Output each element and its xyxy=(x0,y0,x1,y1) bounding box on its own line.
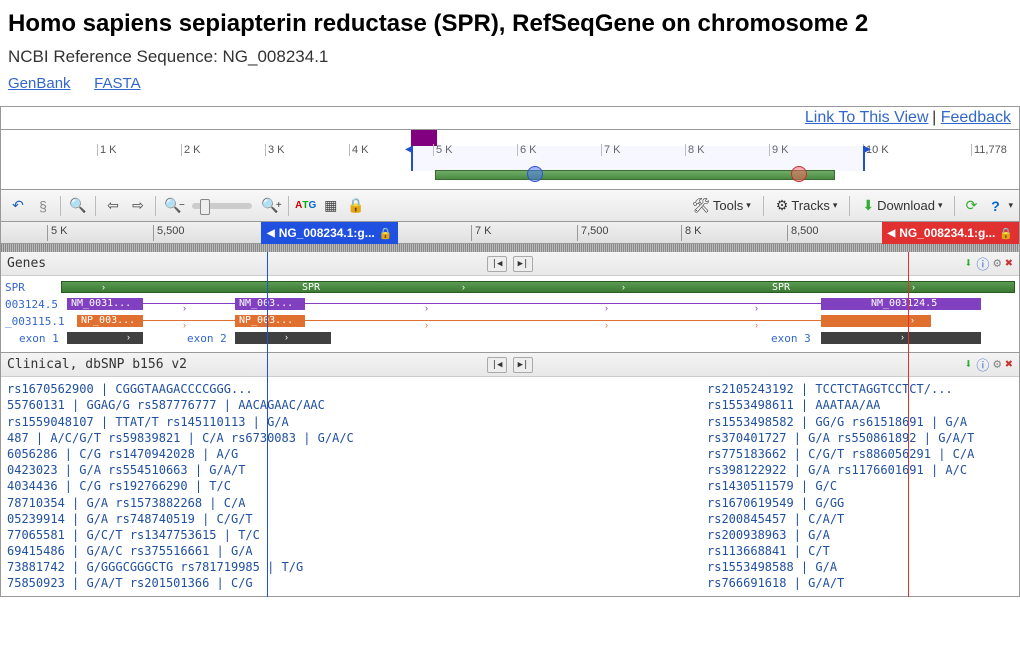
np-exon1[interactable]: NP_003... xyxy=(77,315,143,327)
page-title: Homo sapiens sepiapterin reductase (SPR)… xyxy=(8,8,1012,39)
snp-row[interactable]: rs1559048107 | TTAT/T rs145110113 | G/Ar… xyxy=(7,414,1013,430)
snp-row[interactable]: 4034436 | C/G rs192766290 | T/Crs1430511… xyxy=(7,478,1013,494)
genbank-link[interactable]: GenBank xyxy=(8,75,71,92)
exon1-label[interactable]: exon 1 xyxy=(19,332,59,345)
clinical-info-icon[interactable]: ⓘ xyxy=(976,355,989,374)
position-marker-blue[interactable]: ◀NG_008234.1:g...🔒 xyxy=(261,222,398,244)
nm-exon1[interactable]: NM_0031... xyxy=(67,298,143,310)
download-menu[interactable]: ⬇Download▾ xyxy=(855,194,949,217)
exon3-bar[interactable]: › xyxy=(821,332,981,344)
ruler-tick: 5 K xyxy=(47,225,68,241)
overview-tick: 4 K xyxy=(349,144,369,156)
nm-exon3[interactable]: NM_003124.5 xyxy=(821,298,981,310)
clinical-close-icon[interactable]: ✖ xyxy=(1005,357,1013,372)
density-bar xyxy=(0,244,1020,252)
snp-row[interactable]: 05239914 | G/A rs748740519 | C/G/T rs200… xyxy=(7,511,1013,527)
nm-exon2[interactable]: NM_003... xyxy=(235,298,305,310)
download-icon[interactable]: ⬇ xyxy=(965,256,973,271)
snp-row[interactable]: rs1670562900 | CGGGTAAGACCCCGGG...rs2105… xyxy=(7,381,1013,397)
np-exon3[interactable]: › xyxy=(821,315,931,327)
ruler-tick: 8 K xyxy=(681,225,702,241)
gear-icon[interactable]: ⚙ xyxy=(993,256,1001,271)
tracks-menu[interactable]: ⚙Tracks▾ xyxy=(769,194,845,217)
overview-panel[interactable]: 1 K2 K3 K4 K5 K6 K7 K8 K9 K10 K11,778 xyxy=(0,130,1020,190)
snp-row[interactable]: 55760131 | GGAG/G rs587776777 | AACAGAAC… xyxy=(7,397,1013,413)
ruler-tick: 7 K xyxy=(471,225,492,241)
help-button[interactable]: ? xyxy=(984,195,1006,217)
genes-prev-button[interactable]: |◀ xyxy=(487,256,507,272)
snp-row[interactable]: 78710354 | G/A rs1573882268 | C/Ars16706… xyxy=(7,495,1013,511)
clinical-track: Clinical, dbSNP b156 v2 |◀ ▶| ⬇ ⓘ ⚙ ✖ rs… xyxy=(0,353,1020,596)
spr-label[interactable]: SPR xyxy=(5,281,25,294)
refseq-subtitle: NCBI Reference Sequence: NG_008234.1 xyxy=(8,47,1012,67)
clinical-gear-icon[interactable]: ⚙ xyxy=(993,357,1001,372)
lock-icon[interactable]: 🔒 xyxy=(345,195,367,217)
info-icon[interactable]: ⓘ xyxy=(976,254,989,273)
tool-icon-1[interactable]: ▦ xyxy=(320,195,342,217)
pan-right-button[interactable]: ⇨ xyxy=(127,195,149,217)
ruler-tick: 5,500 xyxy=(153,225,185,241)
position-marker-red[interactable]: ◀NG_008234.1:g...🔒 xyxy=(882,222,1019,244)
search-icon[interactable]: 🔍 xyxy=(67,195,89,217)
atg-button[interactable]: ATG xyxy=(295,195,317,217)
toolbar: ↶ § 🔍 ⇦ ⇨ 🔍 − 🔍 + ATG ▦ 🔒 🛠Tools▾ ⚙Track… xyxy=(0,190,1020,222)
snp-row[interactable]: 0423023 | G/A rs554510663 | G/A/Trs39812… xyxy=(7,462,1013,478)
snp-row[interactable]: 69415486 | G/A/C rs375516661 | G/A rs113… xyxy=(7,543,1013,559)
clinical-next-button[interactable]: ▶| xyxy=(513,357,533,373)
exon3-label[interactable]: exon 3 xyxy=(771,332,811,345)
history-button[interactable]: § xyxy=(32,195,54,217)
overview-tick: 2 K xyxy=(181,144,201,156)
feedback-link[interactable]: Feedback xyxy=(941,109,1011,126)
marker-line-blue xyxy=(267,252,268,596)
clinical-download-icon[interactable]: ⬇ xyxy=(965,357,973,372)
snp-row[interactable]: 6056286 | C/G rs1470942028 | A/Grs775183… xyxy=(7,446,1013,462)
ruler-tick: 8,500 xyxy=(787,225,819,241)
genes-track: Genes |◀ ▶| ⬇ ⓘ ⚙ ✖ SPR › SPR › › SPR xyxy=(0,252,1020,353)
zoom-slider[interactable] xyxy=(192,203,252,209)
overview-gene-bar xyxy=(435,170,835,180)
snp-row[interactable]: 73881742 | G/GGGCGGGCTG rs781719985 | T/… xyxy=(7,559,1013,575)
exon1-bar[interactable]: › xyxy=(67,332,143,344)
fasta-link[interactable]: FASTA xyxy=(94,75,140,92)
link-to-view[interactable]: Link To This View xyxy=(805,109,929,126)
pan-left-button[interactable]: ⇦ xyxy=(102,195,124,217)
marker-line-red xyxy=(908,252,909,596)
reload-button[interactable]: ⟳ xyxy=(960,195,982,217)
genes-next-button[interactable]: ▶| xyxy=(513,256,533,272)
exon2-label[interactable]: exon 2 xyxy=(187,332,227,345)
overview-tick: 11,778 xyxy=(971,144,1007,156)
back-button[interactable]: ↶ xyxy=(7,195,29,217)
clinical-track-title: Clinical, dbSNP b156 v2 xyxy=(7,357,187,372)
ruler-tick: 7,500 xyxy=(577,225,609,241)
tools-menu[interactable]: 🛠Tools▾ xyxy=(685,194,758,217)
snp-list[interactable]: rs1670562900 | CGGGTAAGACCCCGGG...rs2105… xyxy=(1,377,1019,595)
spr-bar[interactable]: › SPR › › SPR › xyxy=(61,281,1015,293)
snp-row[interactable]: 487 | A/C/G/T rs59839821 | C/A rs6730083… xyxy=(7,430,1013,446)
close-icon[interactable]: ✖ xyxy=(1005,256,1013,271)
snp-row[interactable]: 77065581 | G/C/T rs1347753615 | T/C rs20… xyxy=(7,527,1013,543)
link-sep: | xyxy=(932,109,941,126)
snp-row[interactable]: 75850923 | G/A/T rs201501366 | C/G rs766… xyxy=(7,575,1013,591)
overview-tick: 3 K xyxy=(265,144,285,156)
main-ruler[interactable]: ◀NG_008234.1:g...🔒 ◀NG_008234.1:g...🔒 5 … xyxy=(0,222,1020,244)
clinical-prev-button[interactable]: |◀ xyxy=(487,357,507,373)
np-exon2[interactable]: NP_003... xyxy=(235,315,305,327)
nm-label[interactable]: 003124.5 xyxy=(5,298,58,311)
genes-track-title: Genes xyxy=(7,256,46,271)
overview-tick: 1 K xyxy=(97,144,117,156)
exon2-bar[interactable]: › xyxy=(235,332,331,344)
np-label[interactable]: _003115.1 xyxy=(5,315,65,328)
